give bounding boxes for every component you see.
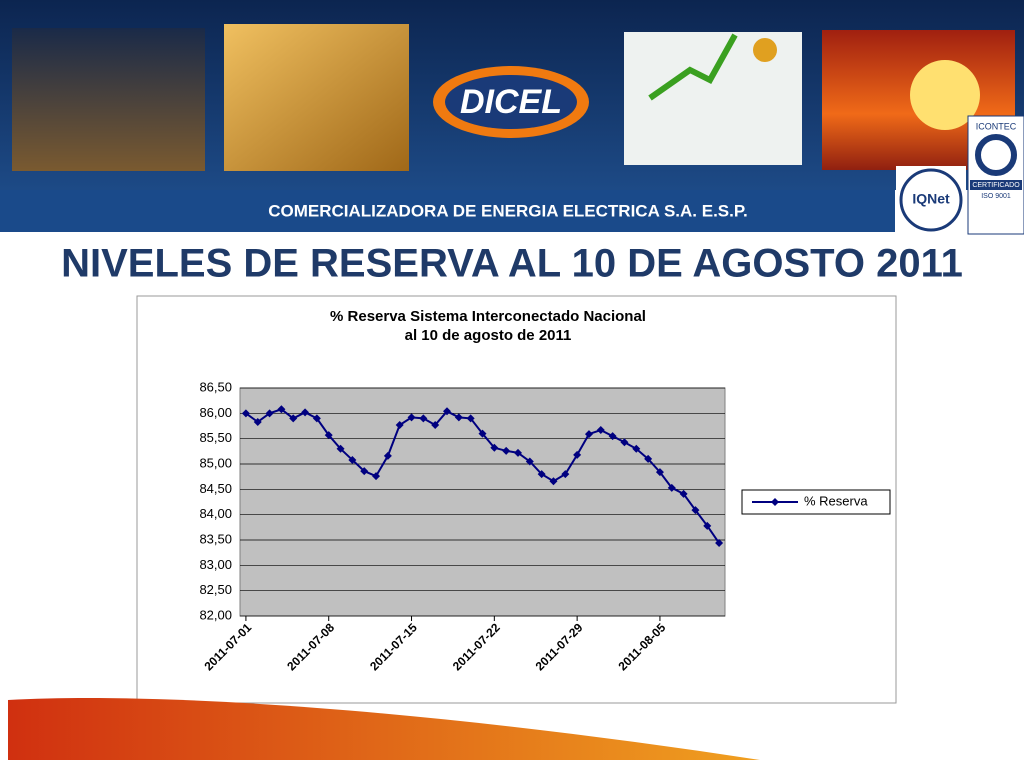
data-point — [277, 405, 286, 414]
data-point — [703, 521, 712, 530]
y-tick-label: 84,50 — [199, 481, 232, 496]
cert-icontec-iso: ISO 9001 — [981, 193, 1011, 200]
data-point — [502, 446, 511, 455]
data-point — [573, 450, 582, 459]
data-point — [679, 489, 688, 498]
data-point — [608, 432, 617, 441]
data-point — [395, 420, 404, 429]
data-point — [372, 472, 381, 481]
y-tick-label: 83,50 — [199, 531, 232, 546]
company-bar — [0, 190, 895, 232]
data-point — [644, 454, 653, 463]
photo-sun — [910, 60, 980, 130]
data-point — [348, 455, 357, 464]
data-point — [301, 408, 310, 417]
data-point — [715, 539, 724, 548]
data-point — [549, 477, 558, 486]
y-tick-label: 84,00 — [199, 506, 232, 521]
plot-area — [239, 387, 726, 617]
y-tick-label: 82,00 — [199, 607, 232, 622]
data-point — [407, 413, 416, 422]
y-tick-label: 85,00 — [199, 455, 232, 470]
logo-text: DICEL — [460, 83, 562, 121]
data-point — [312, 414, 321, 423]
company-name: COMERCIALIZADORA DE ENERGIA ELECTRICA S.… — [268, 201, 748, 220]
data-point — [478, 429, 487, 438]
data-point — [667, 483, 676, 492]
photo-arrow — [648, 33, 738, 101]
data-point — [324, 431, 333, 440]
y-tick-label: 83,00 — [199, 557, 232, 572]
data-point — [241, 409, 250, 418]
data-point — [655, 468, 664, 477]
cert-iqnet-text: IQNet — [912, 191, 950, 207]
data-point — [419, 414, 428, 423]
chart-title: % Reserva Sistema Interconectado Naciona… — [330, 308, 646, 325]
data-point — [632, 444, 641, 453]
y-tick-label: 86,00 — [199, 405, 232, 420]
data-point — [537, 470, 546, 479]
data-point — [383, 451, 392, 460]
y-tick-label: 82,50 — [199, 582, 232, 597]
y-tick-label: 85,50 — [199, 430, 232, 445]
data-point — [490, 443, 499, 452]
y-tick-label: 86,50 — [199, 379, 232, 394]
photo-tower — [224, 24, 409, 171]
data-point — [596, 426, 605, 435]
data-point — [691, 506, 700, 515]
photo-city — [12, 28, 205, 171]
data-point — [360, 467, 369, 476]
data-point — [525, 457, 534, 466]
legend-marker — [771, 498, 779, 506]
data-point — [584, 430, 593, 439]
data-point — [265, 409, 274, 418]
cert-iqnet — [896, 166, 966, 234]
photo-figure — [753, 38, 777, 62]
data-point — [466, 414, 475, 423]
chart-title: al 10 de agosto de 2011 — [405, 327, 572, 344]
data-point — [454, 413, 463, 422]
cert-icontec-logo — [975, 134, 1017, 176]
cert-icontec-label: CERTIFICADO — [972, 182, 1020, 189]
data-point — [336, 444, 345, 453]
data-point — [513, 448, 522, 457]
legend-label: % Reserva — [804, 493, 868, 508]
logo-inner — [445, 75, 577, 129]
cert-icontec-band — [970, 180, 1022, 190]
data-point — [289, 414, 298, 423]
decor-swoosh — [8, 698, 760, 760]
cert-icontec-title: ICONTEC — [976, 121, 1017, 131]
cert-iqnet-ring — [899, 168, 963, 232]
slide-title: NIVELES DE RESERVA AL 10 DE AGOSTO 2011 — [61, 242, 963, 286]
data-point — [620, 438, 629, 447]
data-point — [253, 417, 262, 426]
data-point — [561, 470, 570, 479]
data-point — [431, 420, 440, 429]
data-point — [443, 407, 452, 416]
